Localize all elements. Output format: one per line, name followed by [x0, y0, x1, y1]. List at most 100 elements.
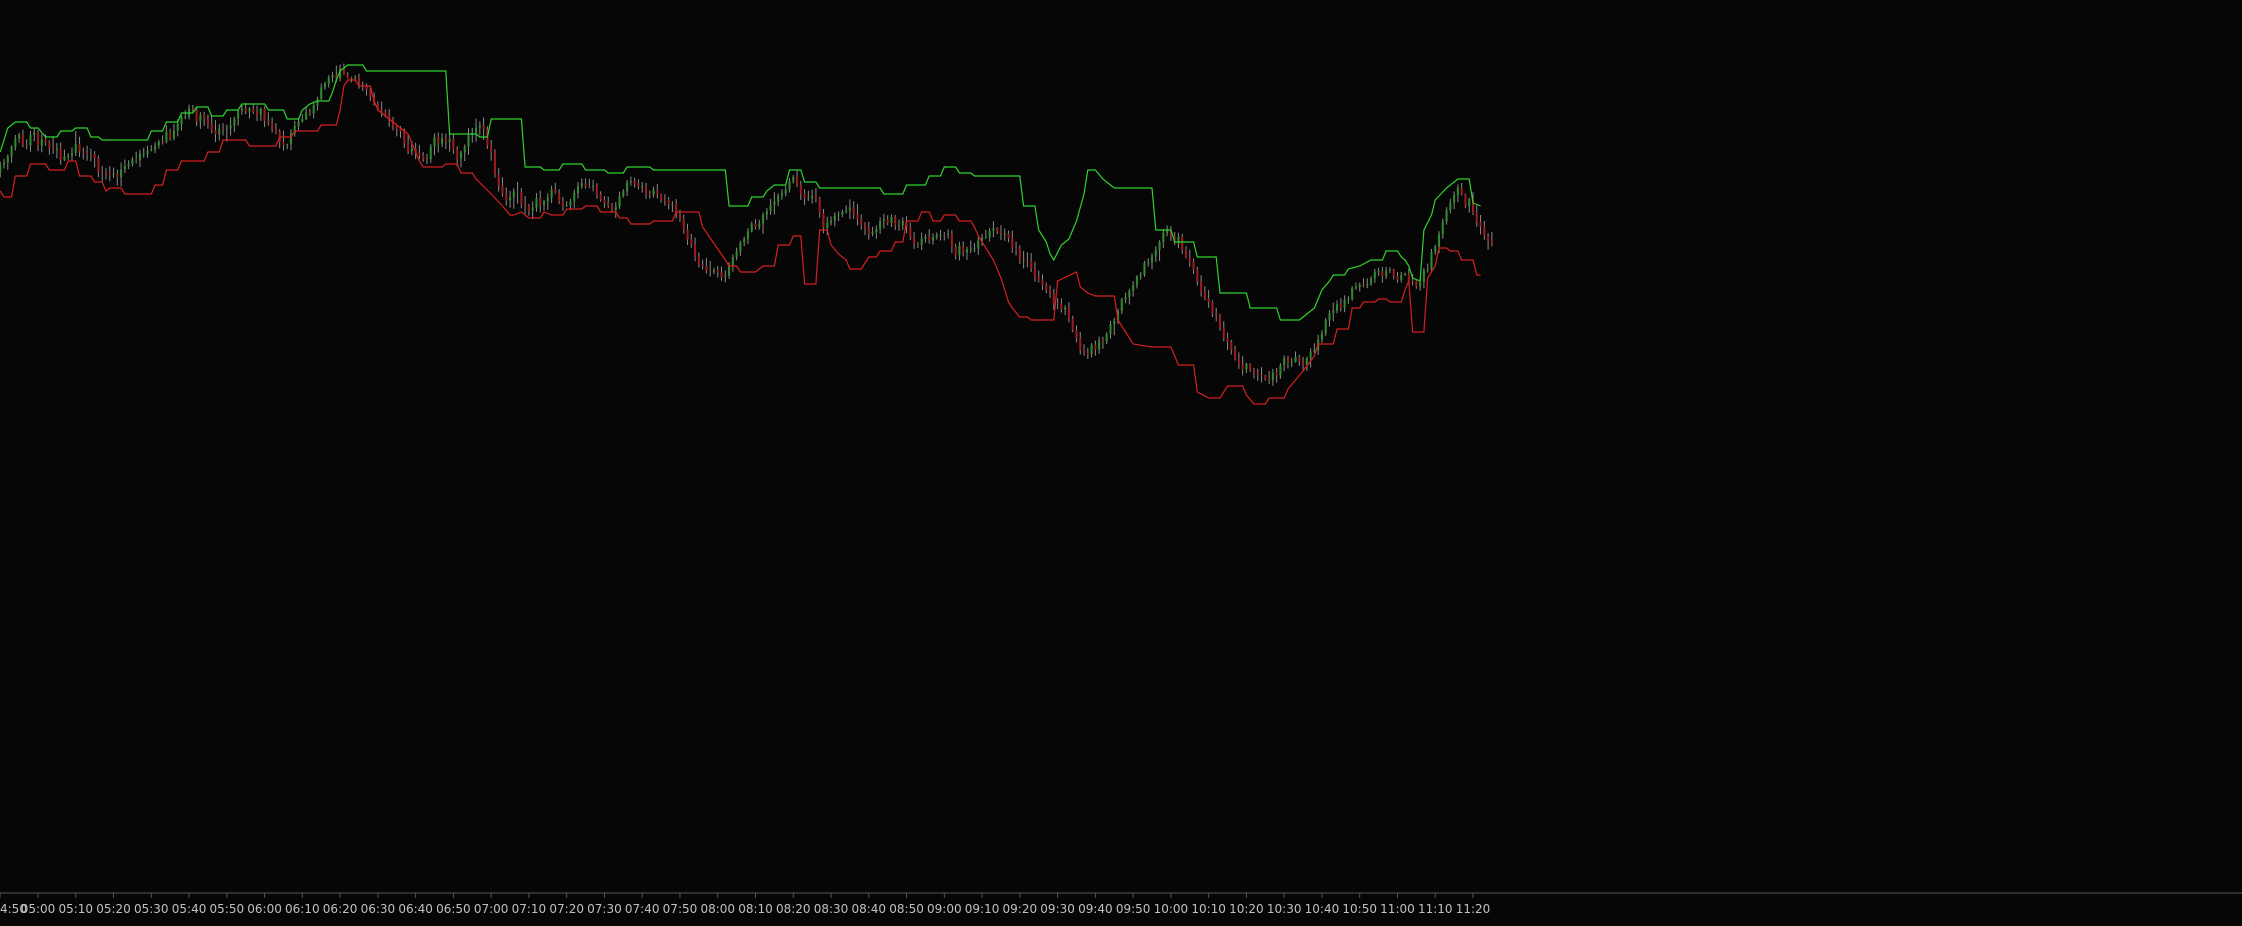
candle — [833, 212, 836, 227]
candle — [1453, 191, 1456, 209]
candle — [1460, 182, 1463, 196]
axis-tick-label: 11:00 — [1380, 902, 1415, 916]
bull-candle-body — [1162, 233, 1165, 242]
bull-candle-body — [1434, 246, 1437, 253]
candle — [497, 168, 500, 192]
candle — [48, 140, 51, 155]
candle — [482, 117, 485, 140]
candle — [803, 189, 806, 206]
bear-candle-body — [222, 128, 225, 130]
axis-tick-label: 06:10 — [285, 902, 320, 916]
bear-candle-body — [44, 139, 47, 143]
axis-tick-label: 10:20 — [1229, 902, 1264, 916]
bull-candle-body — [6, 156, 9, 163]
bear-candle-body — [82, 151, 85, 153]
bear-candle-body — [950, 233, 953, 247]
candle — [1143, 260, 1146, 277]
candle — [1385, 266, 1388, 280]
candle — [512, 188, 515, 209]
candle — [814, 188, 817, 203]
candle — [1370, 276, 1373, 286]
candle — [852, 201, 855, 219]
bull-candle-body — [1158, 242, 1161, 250]
bear-candle-body — [1415, 281, 1418, 287]
bear-candle-body — [482, 125, 485, 130]
upper-channel-line — [0, 64, 1481, 321]
bull-candle-body — [969, 248, 972, 250]
candle — [36, 130, 40, 152]
candle — [863, 222, 867, 236]
bull-candle-body — [1445, 209, 1448, 222]
candle — [520, 188, 523, 209]
candle — [244, 103, 247, 115]
bear-candle-body — [656, 190, 659, 194]
candle — [1196, 266, 1199, 286]
bear-candle-body — [456, 150, 459, 159]
candle — [1015, 241, 1018, 256]
bull-candle-body — [777, 195, 780, 202]
candle — [682, 214, 685, 234]
bear-candle-body — [1026, 260, 1029, 261]
candle — [773, 192, 776, 215]
candle — [671, 201, 674, 212]
candle — [229, 117, 232, 136]
bull-candle-body — [641, 186, 644, 188]
candle — [339, 64, 342, 82]
candle — [327, 75, 330, 88]
bear-candle-body — [395, 126, 398, 129]
bull-candle-body — [1373, 272, 1376, 279]
candle — [1252, 368, 1256, 379]
candle — [1033, 261, 1036, 282]
candle — [403, 128, 406, 149]
candle — [1203, 286, 1206, 301]
candle — [561, 197, 564, 211]
bear-candle-body — [1487, 236, 1490, 241]
bull-candle-body — [1419, 281, 1422, 287]
candle — [546, 193, 549, 210]
axis-tick-label: 05:30 — [134, 902, 169, 916]
candle — [418, 145, 421, 160]
bear-candle-body — [814, 195, 817, 199]
candle — [429, 144, 432, 164]
candle — [1456, 184, 1459, 203]
bull-candle-body — [1305, 358, 1308, 365]
bull-candle-body — [901, 221, 904, 226]
bear-candle-body — [928, 236, 931, 241]
bull-candle-body — [467, 135, 470, 147]
candle — [848, 199, 851, 220]
candle — [1154, 246, 1157, 263]
bear-candle-body — [690, 239, 693, 245]
candle — [743, 236, 746, 247]
candle — [1184, 246, 1188, 259]
candle — [950, 230, 953, 253]
candle — [1264, 374, 1267, 381]
bear-candle-body — [1222, 327, 1225, 338]
candle — [1441, 218, 1444, 239]
candle — [437, 132, 440, 153]
candle — [1109, 320, 1112, 339]
candle — [1305, 356, 1308, 371]
bear-candle-body — [36, 132, 40, 146]
bear-candle-body — [271, 122, 274, 130]
candle — [1351, 286, 1354, 301]
bull-candle-body — [652, 190, 655, 195]
bear-candle-body — [407, 143, 410, 152]
candle — [916, 242, 919, 248]
bear-candle-body — [697, 256, 700, 265]
bull-candle-body — [1351, 287, 1354, 299]
candle — [558, 189, 561, 205]
candle — [1211, 300, 1214, 317]
candle — [592, 179, 595, 192]
bear-candle-body — [1264, 375, 1267, 379]
candle — [618, 191, 621, 209]
candle — [644, 182, 648, 199]
bear-candle-body — [1079, 338, 1082, 350]
candle — [610, 203, 614, 213]
bull-candle-body — [780, 193, 783, 196]
bear-candle-body — [1475, 213, 1478, 223]
bull-candle-body — [728, 266, 731, 276]
candle — [739, 240, 742, 256]
candle — [856, 203, 859, 226]
bear-candle-body — [244, 108, 247, 112]
